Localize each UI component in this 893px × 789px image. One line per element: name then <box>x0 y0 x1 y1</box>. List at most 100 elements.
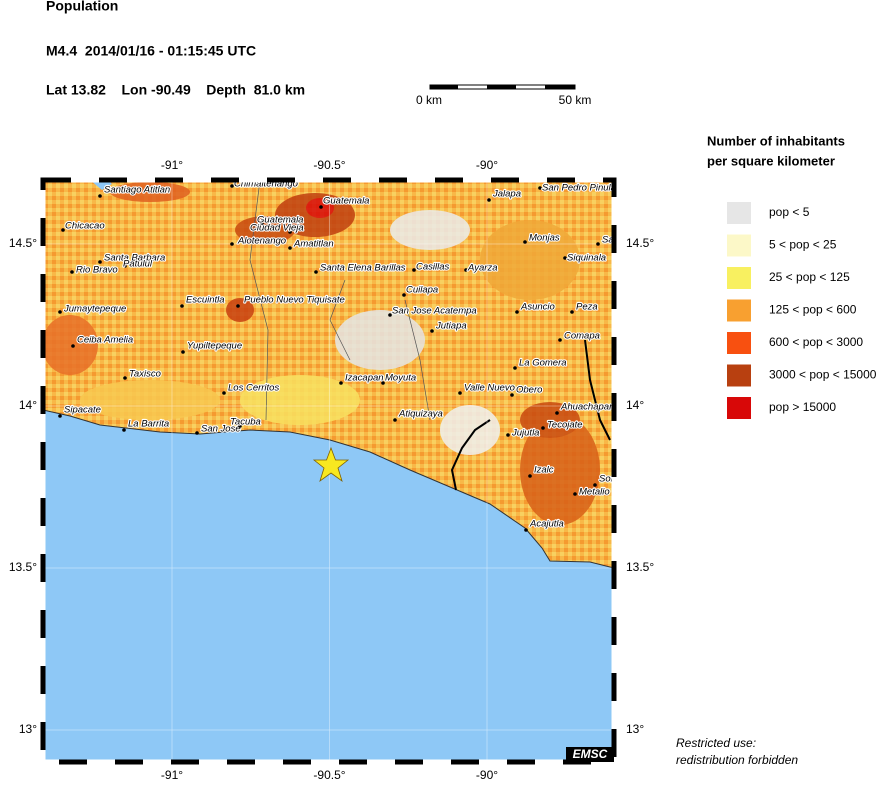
map: Santiago Atitlan Chimaltenango Guatemala Ch… <box>43 179 642 762</box>
city-dot <box>319 205 323 209</box>
city-label: Atiquizaya <box>398 409 443 420</box>
city-dot <box>464 268 468 272</box>
city-label: Monjas <box>529 233 560 244</box>
legend-label: pop < 5 <box>769 205 810 219</box>
city-dot <box>538 186 542 190</box>
city-dot <box>487 198 491 202</box>
lon-tick-label: -90.5° <box>313 158 345 172</box>
city-label: Ceiba Amelia <box>77 335 133 346</box>
city-label: Escuintla <box>186 295 225 306</box>
city-label: Ciudad Vieja <box>250 223 304 234</box>
city-dot <box>288 230 292 234</box>
lat-tick-label: 14.5° <box>626 236 654 250</box>
city-dot <box>593 483 597 487</box>
city-dot <box>195 431 199 435</box>
lon-tick-label: -90° <box>476 768 498 782</box>
city-label: Izalc <box>534 465 554 476</box>
city-dot <box>388 313 392 317</box>
city-dot <box>524 528 528 532</box>
city-label: Santa Barbara <box>104 253 165 264</box>
legend-title: Number of inhabitants <box>707 133 845 148</box>
legend-swatch <box>727 267 751 289</box>
city-label: Metalio <box>579 487 610 498</box>
city-dot <box>515 310 519 314</box>
note: Restricted use: <box>676 736 756 750</box>
city-dot <box>558 338 562 342</box>
city-dot <box>412 268 416 272</box>
lat-tick-label: 13° <box>626 722 644 736</box>
title: Population <box>46 0 118 14</box>
city-label: La Barrita <box>128 419 169 430</box>
city-label: Pueblo Nuevo Tiquisate <box>244 295 345 306</box>
location-info: Lat 13.82 Lon -90.49 Depth 81.0 km <box>46 82 305 98</box>
legend-title: per square kilometer <box>707 153 835 168</box>
city-dot <box>506 433 510 437</box>
city-dot <box>393 418 397 422</box>
city-label: Tecojate <box>547 420 583 431</box>
city-label: Peza <box>576 302 598 313</box>
city-label: Santa Elena Barillas <box>320 263 406 274</box>
event-info: M4.4 2014/01/16 - 01:15:45 UTC <box>46 43 256 59</box>
city-dot <box>563 256 567 260</box>
city-label: Chimaltenango <box>234 179 298 190</box>
city-dot <box>230 184 234 188</box>
city-label: Santiago Atitlan <box>104 185 170 196</box>
city-label: Guatemala <box>323 196 369 207</box>
city-label: Santa Ca <box>602 235 642 246</box>
city-dot <box>458 391 462 395</box>
city-dot <box>222 391 226 395</box>
legend-label: 5 < pop < 25 <box>769 238 837 252</box>
city-label: Jalapa <box>492 189 521 200</box>
city-dot <box>523 240 527 244</box>
city-label: Ayarza <box>467 263 497 274</box>
city-dot <box>260 222 264 226</box>
city-label: Comapa <box>564 331 600 342</box>
city-label: Guatemala <box>257 215 303 226</box>
epicenter-star <box>312 446 350 483</box>
city-label: Asuncio <box>520 302 555 313</box>
lon-tick-label: -91° <box>161 158 183 172</box>
city-label: Alotenango <box>237 236 286 247</box>
lat-tick-label: 14° <box>19 398 37 412</box>
city-dot <box>98 194 102 198</box>
city-dot <box>58 310 62 314</box>
city-label: San Jose <box>201 424 241 435</box>
city-label: Jujutla <box>511 428 539 439</box>
city-label: Casillas <box>416 262 450 273</box>
city-dot <box>122 428 126 432</box>
legend-swatch <box>727 364 751 387</box>
legend-label: 25 < pop < 125 <box>769 270 850 284</box>
scale-end: 50 km <box>559 93 592 107</box>
city-dot <box>402 293 406 297</box>
city-dot <box>98 260 102 264</box>
city-label: Acajutla <box>529 519 564 530</box>
legend-label: 125 < pop < 600 <box>769 303 857 317</box>
city-label: Los Cerritos <box>228 383 279 394</box>
lon-tick-label: -91° <box>161 768 183 782</box>
city-label: Amatitlan <box>293 239 334 250</box>
lat-tick-label: 13.5° <box>9 560 37 574</box>
city-dot <box>510 393 514 397</box>
city-label: Patulul <box>123 259 153 270</box>
city-dot <box>541 426 545 430</box>
legend-label: 3000 < pop < 15000 <box>769 368 877 382</box>
city-label: Ahuachapan <box>560 402 614 413</box>
city-label: Valle Nuevo <box>464 383 515 394</box>
city-dot <box>528 474 532 478</box>
city-dot <box>513 366 517 370</box>
legend-swatch <box>727 397 751 419</box>
city-dot <box>180 304 184 308</box>
city-label: Izacapan <box>345 373 384 384</box>
city-dot <box>181 350 185 354</box>
city-label: Jumaytepeque <box>63 304 126 315</box>
city-label: Tacuba <box>230 417 261 428</box>
city-dot <box>555 411 559 415</box>
lat-tick-label: 13.5° <box>626 560 654 574</box>
city-label: Rio Bravo <box>76 265 118 276</box>
city-dot <box>339 381 343 385</box>
city-label: Taxisco <box>129 369 161 380</box>
city-label: Cuilapa <box>406 285 438 296</box>
brand-box <box>566 747 614 762</box>
lon-tick-label: -90° <box>476 158 498 172</box>
